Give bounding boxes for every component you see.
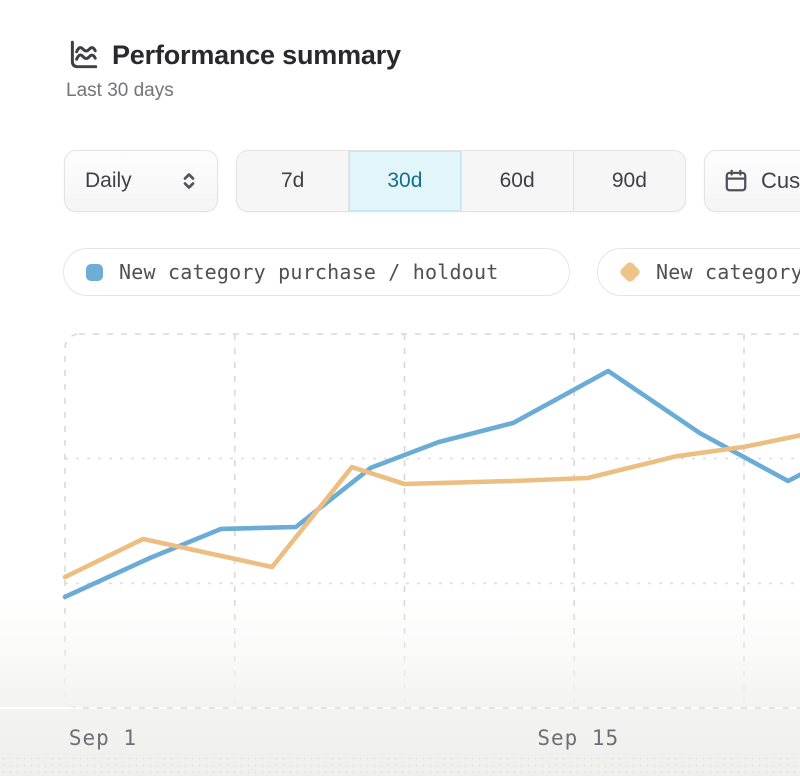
series-square-swatch <box>86 263 103 281</box>
range-button-7d[interactable]: 7d <box>237 151 348 211</box>
range-button-60d[interactable]: 60d <box>460 151 573 211</box>
chart-legend: New category purchase / holdout New cate… <box>63 248 800 296</box>
series-line-purchase <box>62 433 800 580</box>
custom-range-button[interactable]: Custom <box>704 150 800 212</box>
granularity-dropdown[interactable]: Daily <box>64 150 218 212</box>
plot-border <box>64 333 800 709</box>
legend-label: New category purchase <box>656 260 800 284</box>
x-axis-label: Sep 1 <box>68 726 138 750</box>
line-chart-icon <box>66 38 100 72</box>
x-axis: Sep 1 Sep 15 <box>0 726 800 756</box>
chart-header: Performance summary Last 30 days <box>66 38 401 102</box>
chevron-up-down-icon <box>177 169 201 193</box>
legend-label: New category purchase / holdout <box>119 260 499 284</box>
range-button-90d[interactable]: 90d <box>572 151 685 211</box>
page-title: Performance summary <box>112 39 401 70</box>
range-button-30d[interactable]: 30d <box>348 151 461 211</box>
legend-item-holdout[interactable]: New category purchase / holdout <box>63 248 570 296</box>
legend-item-purchase[interactable]: New category purchase <box>597 248 800 296</box>
chart-controls: Daily 7d 30d 60d 90d Custom <box>64 150 800 212</box>
calendar-icon <box>723 168 749 194</box>
range-segmented-control: 7d 30d 60d 90d <box>236 150 686 212</box>
custom-range-label: Custom <box>761 168 800 193</box>
x-axis-label: Sep 15 <box>537 726 620 750</box>
date-range-subtitle: Last 30 days <box>66 80 174 101</box>
granularity-value: Daily <box>85 169 132 192</box>
